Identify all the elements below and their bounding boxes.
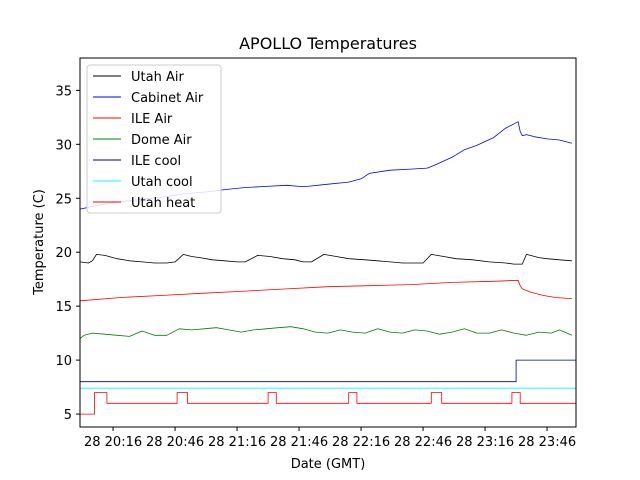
y-tick-label: 35 [55,84,72,99]
y-tick-label: 10 [55,354,72,369]
legend-label-utah-cool: Utah cool [131,175,193,190]
y-tick-label: 30 [55,138,72,153]
series-line-dome-air [80,326,573,339]
series-line-utah-air [80,253,572,265]
chart-title: APOLLO Temperatures [239,34,417,53]
y-tick-label: 5 [64,408,72,423]
y-axis: 5 10 15 20 25 30 35 [55,84,80,423]
x-tick-label: 28 23:16 [456,435,514,450]
legend-label-utah-air: Utah Air [131,70,184,85]
legend-label-utah-heat: Utah heat [131,196,195,211]
x-tick-label: 28 21:46 [270,435,328,450]
legend: Utah Air Cabinet Air ILE Air Dome Air ILE co… [86,64,222,214]
x-tick-label: 28 20:16 [84,435,142,450]
series-line-ile-cool [80,359,576,383]
legend-label-ile-cool: ILE cool [131,154,181,169]
legend-box [86,64,222,214]
y-tick-label: 20 [55,246,72,261]
plot-frame [79,57,577,428]
legend-label-dome-air: Dome Air [131,133,192,148]
series-line-ile-air [80,279,572,302]
x-tick-label: 28 22:46 [394,435,452,450]
y-axis-label: Temperature (C) [32,189,47,296]
legend-label-cabinet-air: Cabinet Air [131,91,204,106]
x-tick-label: 28 22:16 [332,435,390,450]
x-axis-label: Date (GMT) [291,457,366,472]
series-line-utah-heat [80,392,576,415]
x-tick-label: 28 20:46 [146,435,204,450]
x-tick-label: 28 21:16 [208,435,266,450]
y-tick-label: 15 [55,300,72,315]
y-tick-label: 25 [55,192,72,207]
x-axis: 28 20:16 28 20:46 28 21:16 28 21:46 28 22:16… [84,427,576,450]
legend-label-ile-air: ILE Air [131,112,173,127]
x-tick-label: 28 23:46 [518,435,576,450]
